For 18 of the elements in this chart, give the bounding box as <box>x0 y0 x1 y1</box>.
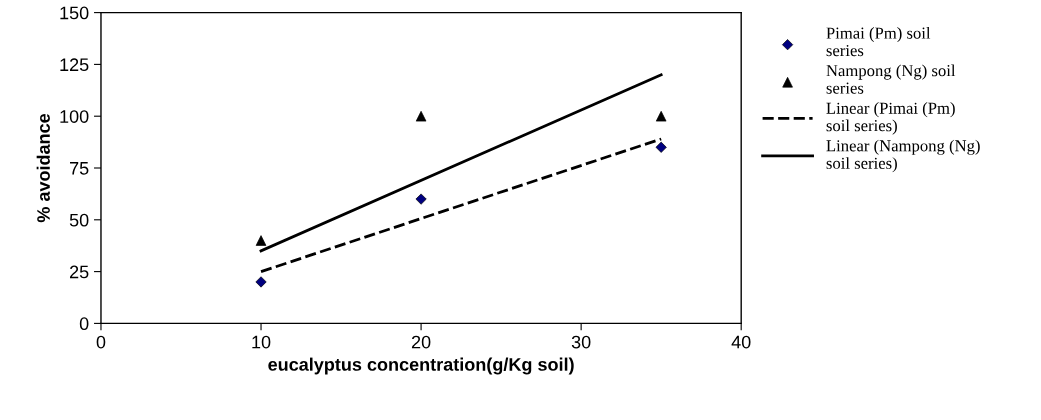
y-tick-label: 100 <box>60 110 89 123</box>
y-tick-label: 50 <box>69 213 89 227</box>
legend-label: Linear (Pimai (Pm) soil series) <box>826 102 955 135</box>
y-tick-label: 75 <box>70 162 89 175</box>
y-tick-label: 150 <box>60 6 89 20</box>
x-tick-label: 20 <box>411 335 431 349</box>
y-tick-label: 0 <box>79 317 89 331</box>
legend-label: Linear (Nampong (Ng) soil series) <box>826 139 980 173</box>
y-axis-title: % avoidance <box>36 113 50 223</box>
x-axis-title: eucalyptus concentration(g/Kg soil) <box>268 357 574 375</box>
x-tick-label: 0 <box>96 335 106 349</box>
legend-label: Nampong (Ng) soil series <box>826 64 956 94</box>
y-tick-label: 25 <box>70 265 89 279</box>
legend-label: Pimai (Pm) soil series <box>826 26 931 57</box>
x-tick-label: 10 <box>252 335 271 349</box>
y-tick-label: 125 <box>60 58 89 72</box>
x-tick-label: 30 <box>571 335 591 349</box>
x-tick-label: 40 <box>731 335 751 349</box>
